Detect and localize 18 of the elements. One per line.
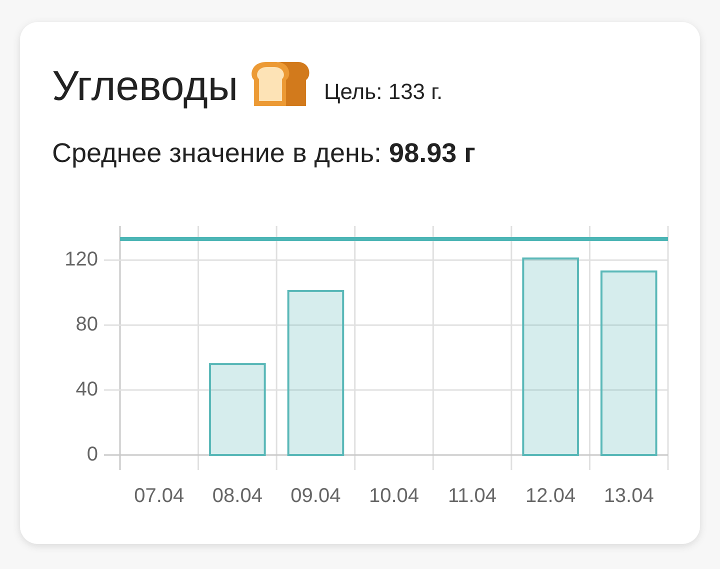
text: Цель: 133 г.	[324, 79, 443, 104]
y-tick-label: 0	[86, 443, 98, 466]
y-tick-label: 80	[76, 313, 98, 336]
bar	[522, 257, 579, 456]
chart-title: Углеводы	[52, 62, 238, 109]
x-tick-label: 10.04	[368, 485, 420, 507]
bar	[287, 290, 344, 456]
x-tick-label: 13.04	[604, 485, 654, 507]
bar	[600, 270, 658, 456]
y-tick-label: 120	[64, 248, 98, 270]
x-tick-label: 08.04	[212, 485, 262, 507]
x-tick-label: 11.04	[448, 485, 497, 507]
x-tick-label: 12.04	[526, 485, 576, 507]
chart-subtitle: Среднее значение в день: 98.93 г	[52, 138, 476, 168]
bar	[209, 363, 266, 456]
y-tick-label: 40	[76, 378, 98, 400]
x-tick-label: 07.04	[134, 485, 184, 507]
x-tick-label: 09.04	[290, 485, 341, 507]
